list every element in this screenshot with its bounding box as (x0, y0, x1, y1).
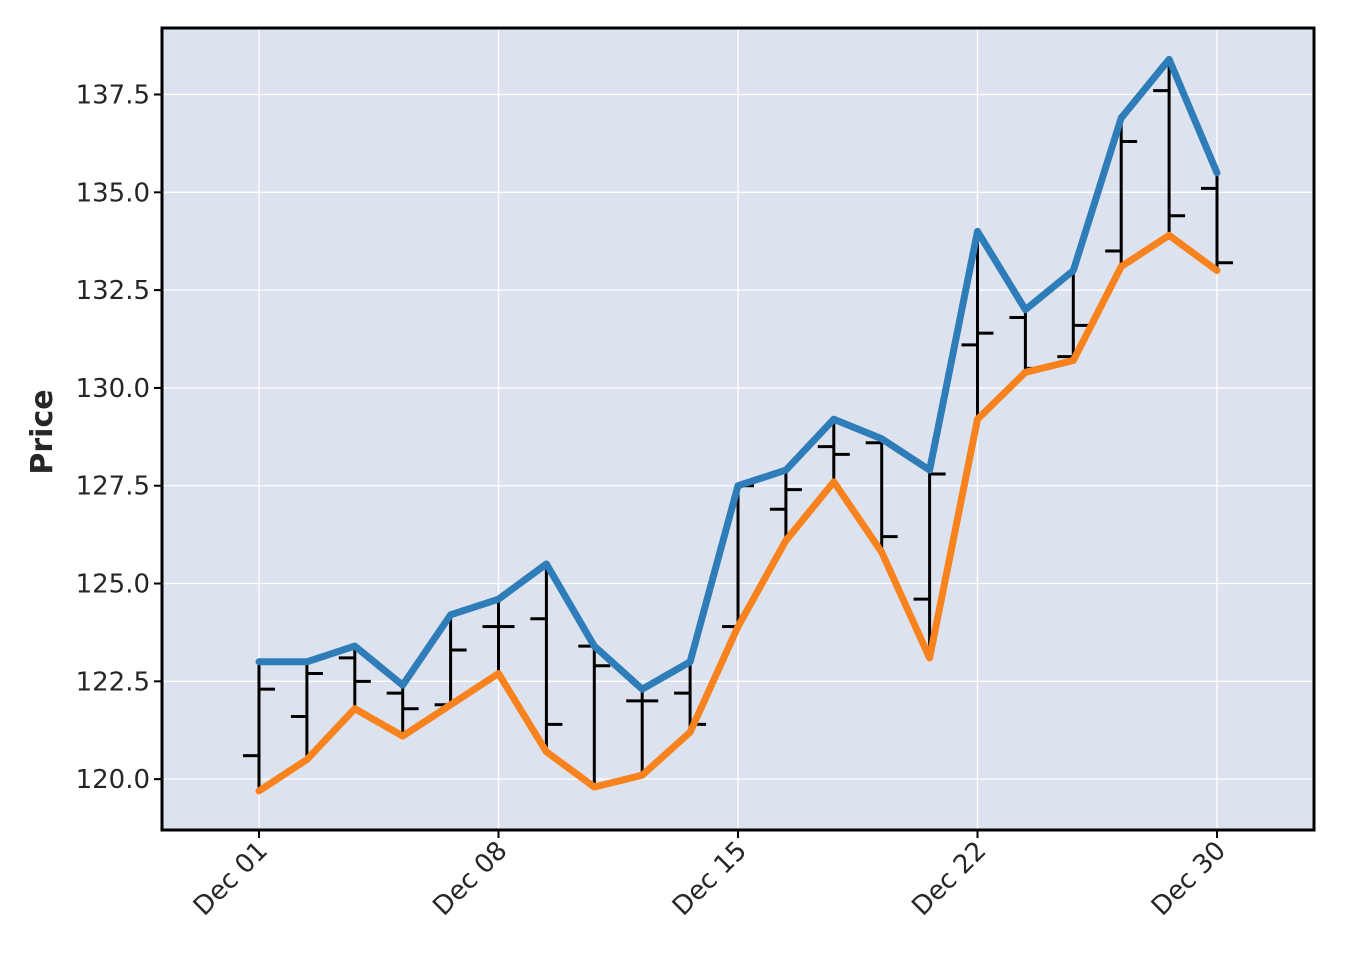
ohlc-bar (817, 419, 850, 482)
x-tick-label: Dec 08 (427, 836, 513, 922)
y-tick-label: 127.5 (76, 472, 150, 502)
ohlc-bar (913, 470, 946, 658)
y-tick-label: 137.5 (76, 81, 150, 111)
ohlc-bar (961, 231, 994, 420)
y-tick-label: 122.5 (76, 667, 150, 697)
y-tick-label: 125.0 (76, 570, 150, 600)
ohlc-bar (243, 661, 275, 791)
x-tick-label: Dec 15 (667, 836, 753, 922)
y-tick-label: 120.0 (76, 765, 150, 795)
ohlc-bar (1153, 59, 1186, 236)
ohlc-bar (1057, 270, 1090, 361)
y-tick-label: 130.0 (76, 374, 150, 404)
series-line-1 (255, 55, 1221, 693)
ohlc-bar (482, 599, 515, 674)
series-line-2 (255, 231, 1221, 795)
ohlc-bar (1105, 117, 1138, 267)
series-lines (255, 55, 1221, 795)
ohlc-bar (769, 470, 802, 541)
x-tick-label: Dec 30 (1146, 836, 1232, 922)
y-tick-label: 135.0 (76, 178, 150, 208)
y-tick-label: 132.5 (76, 276, 150, 306)
y-axis-ticks: 120.0 122.5 125.0 127.5 130.0 132.5 135.0 137.5 (76, 81, 162, 795)
ohlc-bar (865, 438, 898, 553)
ohlc-bar (338, 646, 371, 709)
ohlc-bar (530, 563, 563, 752)
x-tick-label: Dec 01 (188, 836, 274, 922)
x-axis-ticks: Dec 01 Dec 08 Dec 15 Dec 22 Dec 30 (188, 830, 1232, 922)
y-axis-label: Price (25, 389, 60, 474)
ohlc-bar (290, 661, 323, 760)
x-tick-label: Dec 22 (906, 836, 992, 922)
ohlc-bar (1201, 172, 1233, 271)
ohlc-bar (386, 685, 419, 737)
ohlc-bar (626, 689, 659, 776)
